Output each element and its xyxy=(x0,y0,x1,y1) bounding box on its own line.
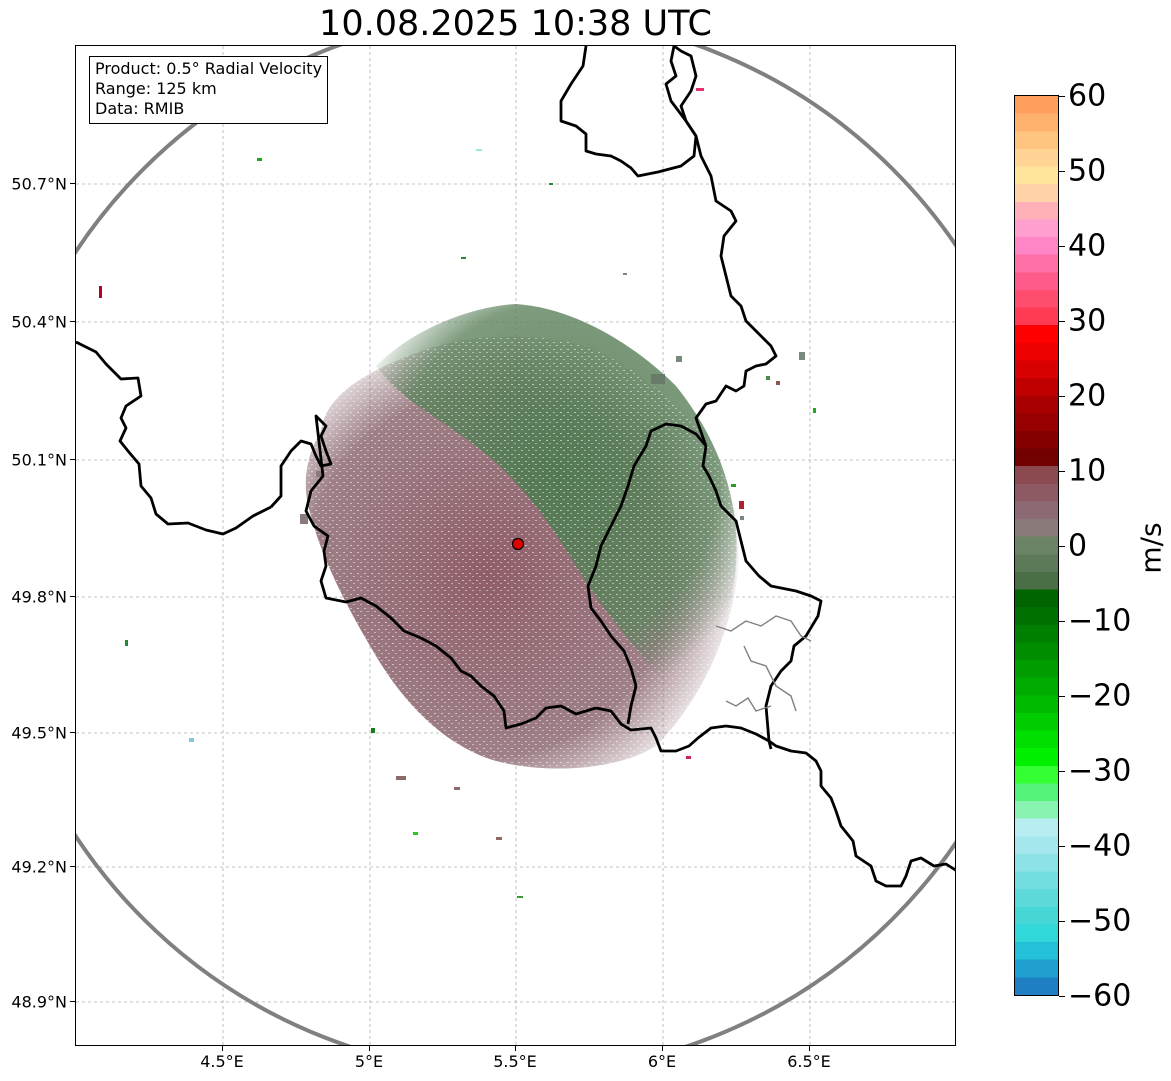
colorbar-tick-mark xyxy=(1059,321,1065,322)
lat-tick-label: 49.8°N xyxy=(11,587,67,607)
product-info-box: Product: 0.5° Radial Velocity Range: 125… xyxy=(89,56,329,124)
range-label: Range: 125 km xyxy=(95,79,217,98)
map-canvas xyxy=(76,46,955,1045)
colorbar-tick-mark xyxy=(1059,471,1065,472)
lon-tick-label: 5.5°E xyxy=(493,1052,537,1071)
colorbar-tick-label: −60 xyxy=(1068,978,1132,1014)
lon-tick-label: 6°E xyxy=(647,1052,677,1071)
lon-tick-label: 6.5°E xyxy=(787,1052,831,1071)
colorbar-tick-label: −40 xyxy=(1068,828,1132,864)
colorbar-tick-label: 40 xyxy=(1068,228,1107,264)
colorbar-tick-mark xyxy=(1059,921,1065,922)
colorbar-tick-mark xyxy=(1059,96,1065,97)
colorbar-tick-mark xyxy=(1059,171,1065,172)
admin-borders xyxy=(715,615,812,712)
lat-tick-label: 50.7°N xyxy=(11,174,67,194)
data-source-label: Data: RMIB xyxy=(95,99,185,118)
lon-tick-label: 4.5°E xyxy=(200,1052,244,1071)
lat-tick-label: 49.5°N xyxy=(11,723,67,743)
colorbar-tick-mark xyxy=(1059,546,1065,547)
colorbar-tick-label: 60 xyxy=(1068,78,1107,114)
colorbar-tick-label: 0 xyxy=(1068,528,1088,564)
map-title: 10.08.2025 10:38 UTC xyxy=(319,4,712,44)
colorbar-tick-mark xyxy=(1059,696,1065,697)
colorbar-tick-mark xyxy=(1059,771,1065,772)
lon-tick-label: 5°E xyxy=(354,1052,384,1071)
colorbar-tick-label: 50 xyxy=(1068,153,1107,189)
colorbar-tick-label: −30 xyxy=(1068,753,1132,789)
colorbar-tick-mark xyxy=(1059,996,1065,997)
colorbar-tick-label: 20 xyxy=(1068,378,1107,414)
radar-echoes xyxy=(99,88,816,898)
colorbar-tick-label: 10 xyxy=(1068,453,1107,489)
colorbar-tick-mark xyxy=(1059,246,1065,247)
lat-tick-label: 48.9°N xyxy=(11,992,67,1012)
colorbar-tick-label: −50 xyxy=(1068,903,1132,939)
lat-tick-label: 50.1°N xyxy=(11,450,67,470)
lat-tick-label: 50.4°N xyxy=(11,312,67,332)
radar-map[interactable] xyxy=(75,45,956,1046)
colorbar-tick-label: 30 xyxy=(1068,303,1107,339)
colorbar-tick-mark xyxy=(1059,846,1065,847)
radar-site-marker xyxy=(511,537,525,551)
velocity-colorbar xyxy=(1014,95,1059,996)
product-label: Product: 0.5° Radial Velocity xyxy=(95,59,323,78)
lat-tick-label: 49.2°N xyxy=(11,857,67,877)
colorbar-tick-mark xyxy=(1059,396,1065,397)
colorbar-unit-label: m/s xyxy=(1134,522,1168,574)
colorbar-tick-label: −10 xyxy=(1068,603,1132,639)
colorbar-tick-mark xyxy=(1059,621,1065,622)
country-borders xyxy=(76,46,955,888)
colorbar-tick-label: −20 xyxy=(1068,678,1132,714)
